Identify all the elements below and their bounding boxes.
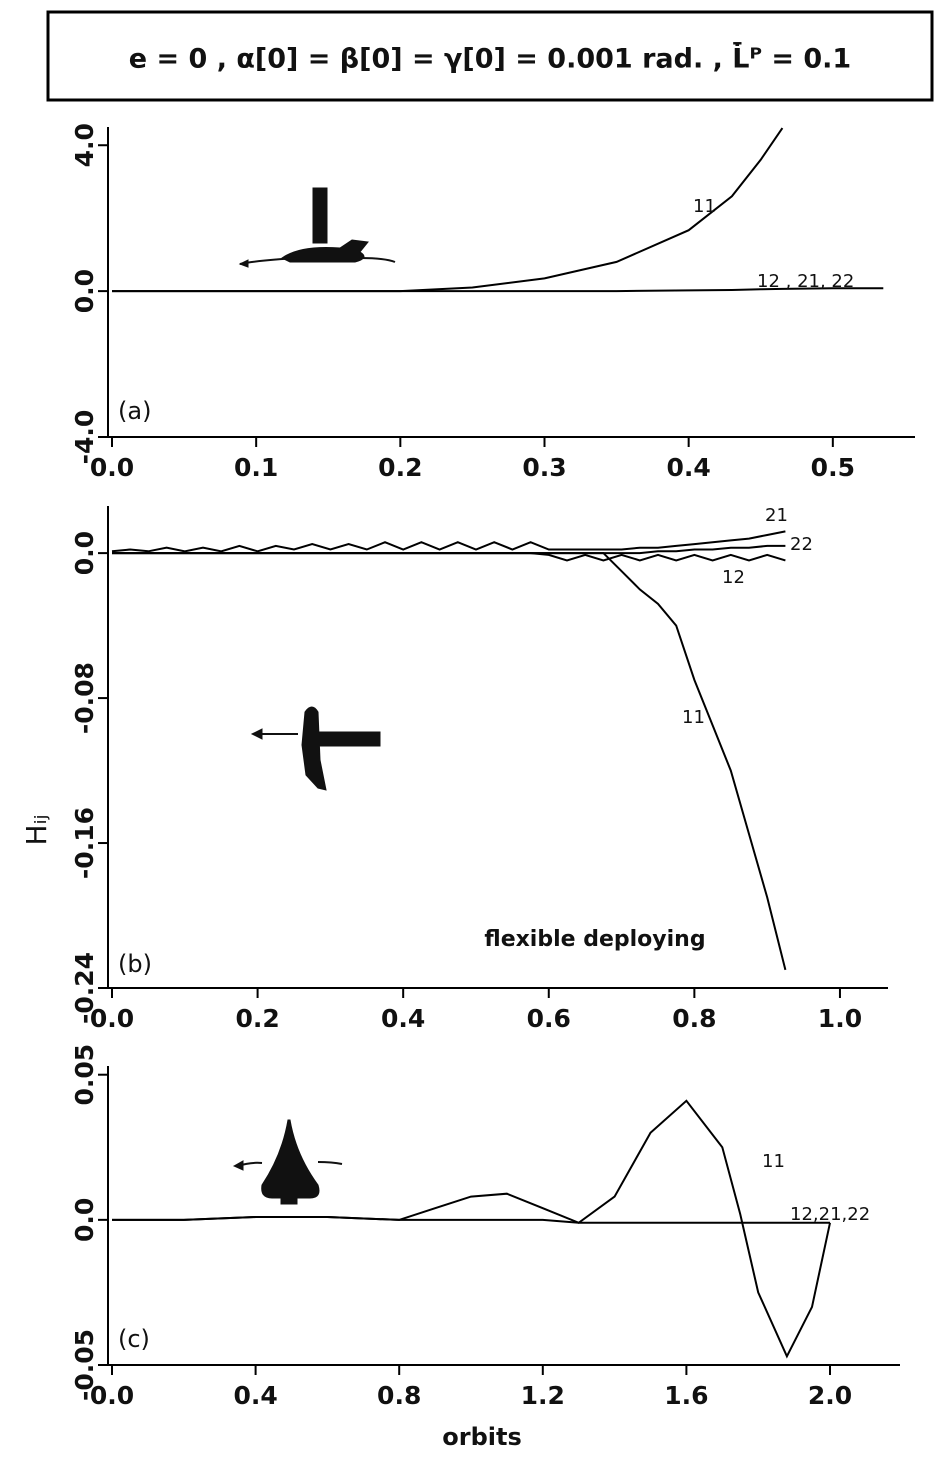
line-label: 12,21,22 bbox=[790, 1204, 870, 1225]
panel-label: (b) bbox=[118, 950, 152, 978]
x-tick-label: 1.6 bbox=[664, 1381, 708, 1410]
x-tick-label: 0.8 bbox=[377, 1381, 421, 1410]
y-tick-label: -0.08 bbox=[70, 662, 99, 734]
header-text: e = 0 , α[0] = β[0] = γ[0] = 0.001 rad. … bbox=[129, 42, 851, 75]
line bbox=[112, 552, 786, 562]
y-tick-label: -4.0 bbox=[70, 410, 99, 465]
line-label: 12 , 21, 22 bbox=[757, 271, 854, 292]
line-label: 11 bbox=[682, 707, 705, 728]
x-tick-label: 0.3 bbox=[522, 453, 566, 482]
panel-label: (a) bbox=[118, 397, 151, 425]
x-axis-label: orbits bbox=[442, 1423, 522, 1451]
annotation: flexible deploying bbox=[484, 927, 705, 952]
line-label: 11 bbox=[762, 1151, 785, 1172]
y-tick-label: 0.0 bbox=[70, 1198, 99, 1242]
line bbox=[112, 127, 784, 293]
icon-c bbox=[232, 1119, 343, 1205]
x-tick-label: 0.4 bbox=[233, 1381, 277, 1410]
x-tick-label: 0.0 bbox=[90, 453, 134, 482]
line-label: 21 bbox=[765, 505, 788, 526]
line-label: 22 bbox=[790, 534, 813, 555]
icon-b bbox=[250, 706, 381, 791]
line bbox=[111, 530, 786, 553]
x-tick-label: 1.2 bbox=[521, 1381, 565, 1410]
y-tick-label: 0.05 bbox=[70, 1044, 99, 1106]
line bbox=[112, 552, 787, 971]
y-tick-label: 4.0 bbox=[70, 123, 99, 167]
x-tick-label: 0.1 bbox=[234, 453, 278, 482]
x-tick-label: 0.6 bbox=[527, 1004, 571, 1033]
line bbox=[112, 287, 884, 293]
x-tick-label: 0.0 bbox=[90, 1381, 134, 1410]
y-tick-label: -0.16 bbox=[70, 807, 99, 879]
x-tick-label: 1.0 bbox=[818, 1004, 862, 1033]
x-tick-label: 0.4 bbox=[667, 453, 711, 482]
icon-a bbox=[238, 187, 396, 268]
line-label: 11 bbox=[693, 196, 716, 217]
x-tick-label: 0.2 bbox=[235, 1004, 279, 1033]
panel-label: (c) bbox=[118, 1325, 150, 1353]
header-box bbox=[46, 10, 934, 102]
y-axis-label: Hᵢⱼ bbox=[20, 815, 53, 846]
x-tick-label: 0.4 bbox=[381, 1004, 425, 1033]
y-tick-label: -0.05 bbox=[70, 1329, 99, 1401]
y-tick-label: 0.0 bbox=[70, 269, 99, 313]
line-label: 12 bbox=[722, 567, 745, 588]
x-tick-label: 0.0 bbox=[90, 1004, 134, 1033]
x-tick-label: 0.5 bbox=[811, 453, 855, 482]
line bbox=[112, 1216, 830, 1224]
x-tick-label: 0.2 bbox=[378, 453, 422, 482]
y-tick-label: 0.0 bbox=[70, 531, 99, 575]
y-tick-label: -0.24 bbox=[70, 952, 99, 1024]
x-tick-label: 2.0 bbox=[808, 1381, 852, 1410]
x-tick-label: 0.8 bbox=[672, 1004, 716, 1033]
line bbox=[112, 1099, 831, 1359]
